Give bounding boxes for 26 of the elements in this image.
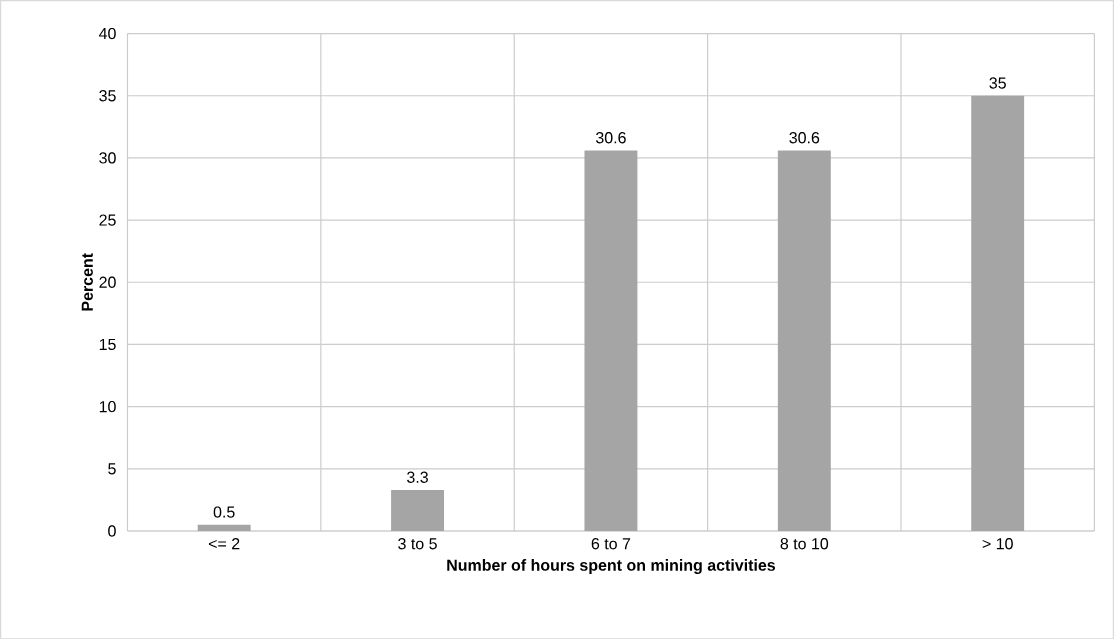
data-label: 0.5 (213, 506, 235, 518)
data-label: 3.3 (407, 471, 428, 483)
x-tick-label: 3 to 5 (398, 537, 437, 550)
bar (777, 150, 831, 531)
data-label: 30.6 (595, 131, 626, 144)
y-tick-label: 0 (108, 525, 116, 537)
bar (391, 489, 445, 531)
y-tick-label: 30 (99, 152, 116, 164)
data-label: 35 (989, 77, 1006, 89)
y-tick-label: 20 (99, 276, 116, 288)
x-tick-label: 6 to 7 (591, 537, 631, 550)
y-tick-label: 5 (108, 463, 116, 475)
bar (584, 150, 638, 531)
bar (197, 524, 251, 531)
x-axis-title: Number of hours spent on mining activities (447, 558, 776, 574)
y-tick-label: 15 (99, 338, 116, 350)
x-tick-label: 8 to 10 (780, 537, 829, 550)
y-tick-label: 25 (99, 214, 116, 226)
data-label: 30.6 (789, 131, 820, 144)
y-tick-label: 40 (99, 27, 116, 39)
y-axis-title: Percent (81, 252, 93, 311)
bar (971, 95, 1025, 531)
x-tick-label: <= 2 (208, 537, 240, 549)
y-tick-label: 10 (99, 400, 116, 413)
y-tick-label: 35 (99, 89, 116, 102)
x-tick-label: > 10 (982, 537, 1013, 550)
